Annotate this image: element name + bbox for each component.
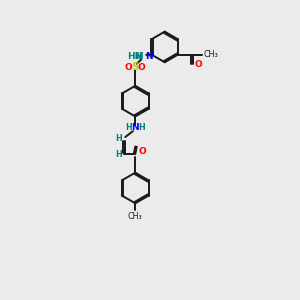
Text: H: H <box>115 150 122 159</box>
Text: CH₃: CH₃ <box>128 212 142 220</box>
Text: H: H <box>138 123 145 132</box>
Text: HN: HN <box>128 52 142 61</box>
Text: O: O <box>195 59 203 68</box>
Text: O: O <box>125 63 133 72</box>
Text: H: H <box>115 134 122 143</box>
Text: CH₃: CH₃ <box>203 50 218 59</box>
Text: O: O <box>138 63 146 72</box>
Text: H: H <box>125 123 132 132</box>
Text: S: S <box>131 62 139 72</box>
Text: H: H <box>136 52 143 61</box>
Text: N: N <box>131 123 139 132</box>
Text: N: N <box>146 52 153 61</box>
Text: O: O <box>139 147 147 156</box>
